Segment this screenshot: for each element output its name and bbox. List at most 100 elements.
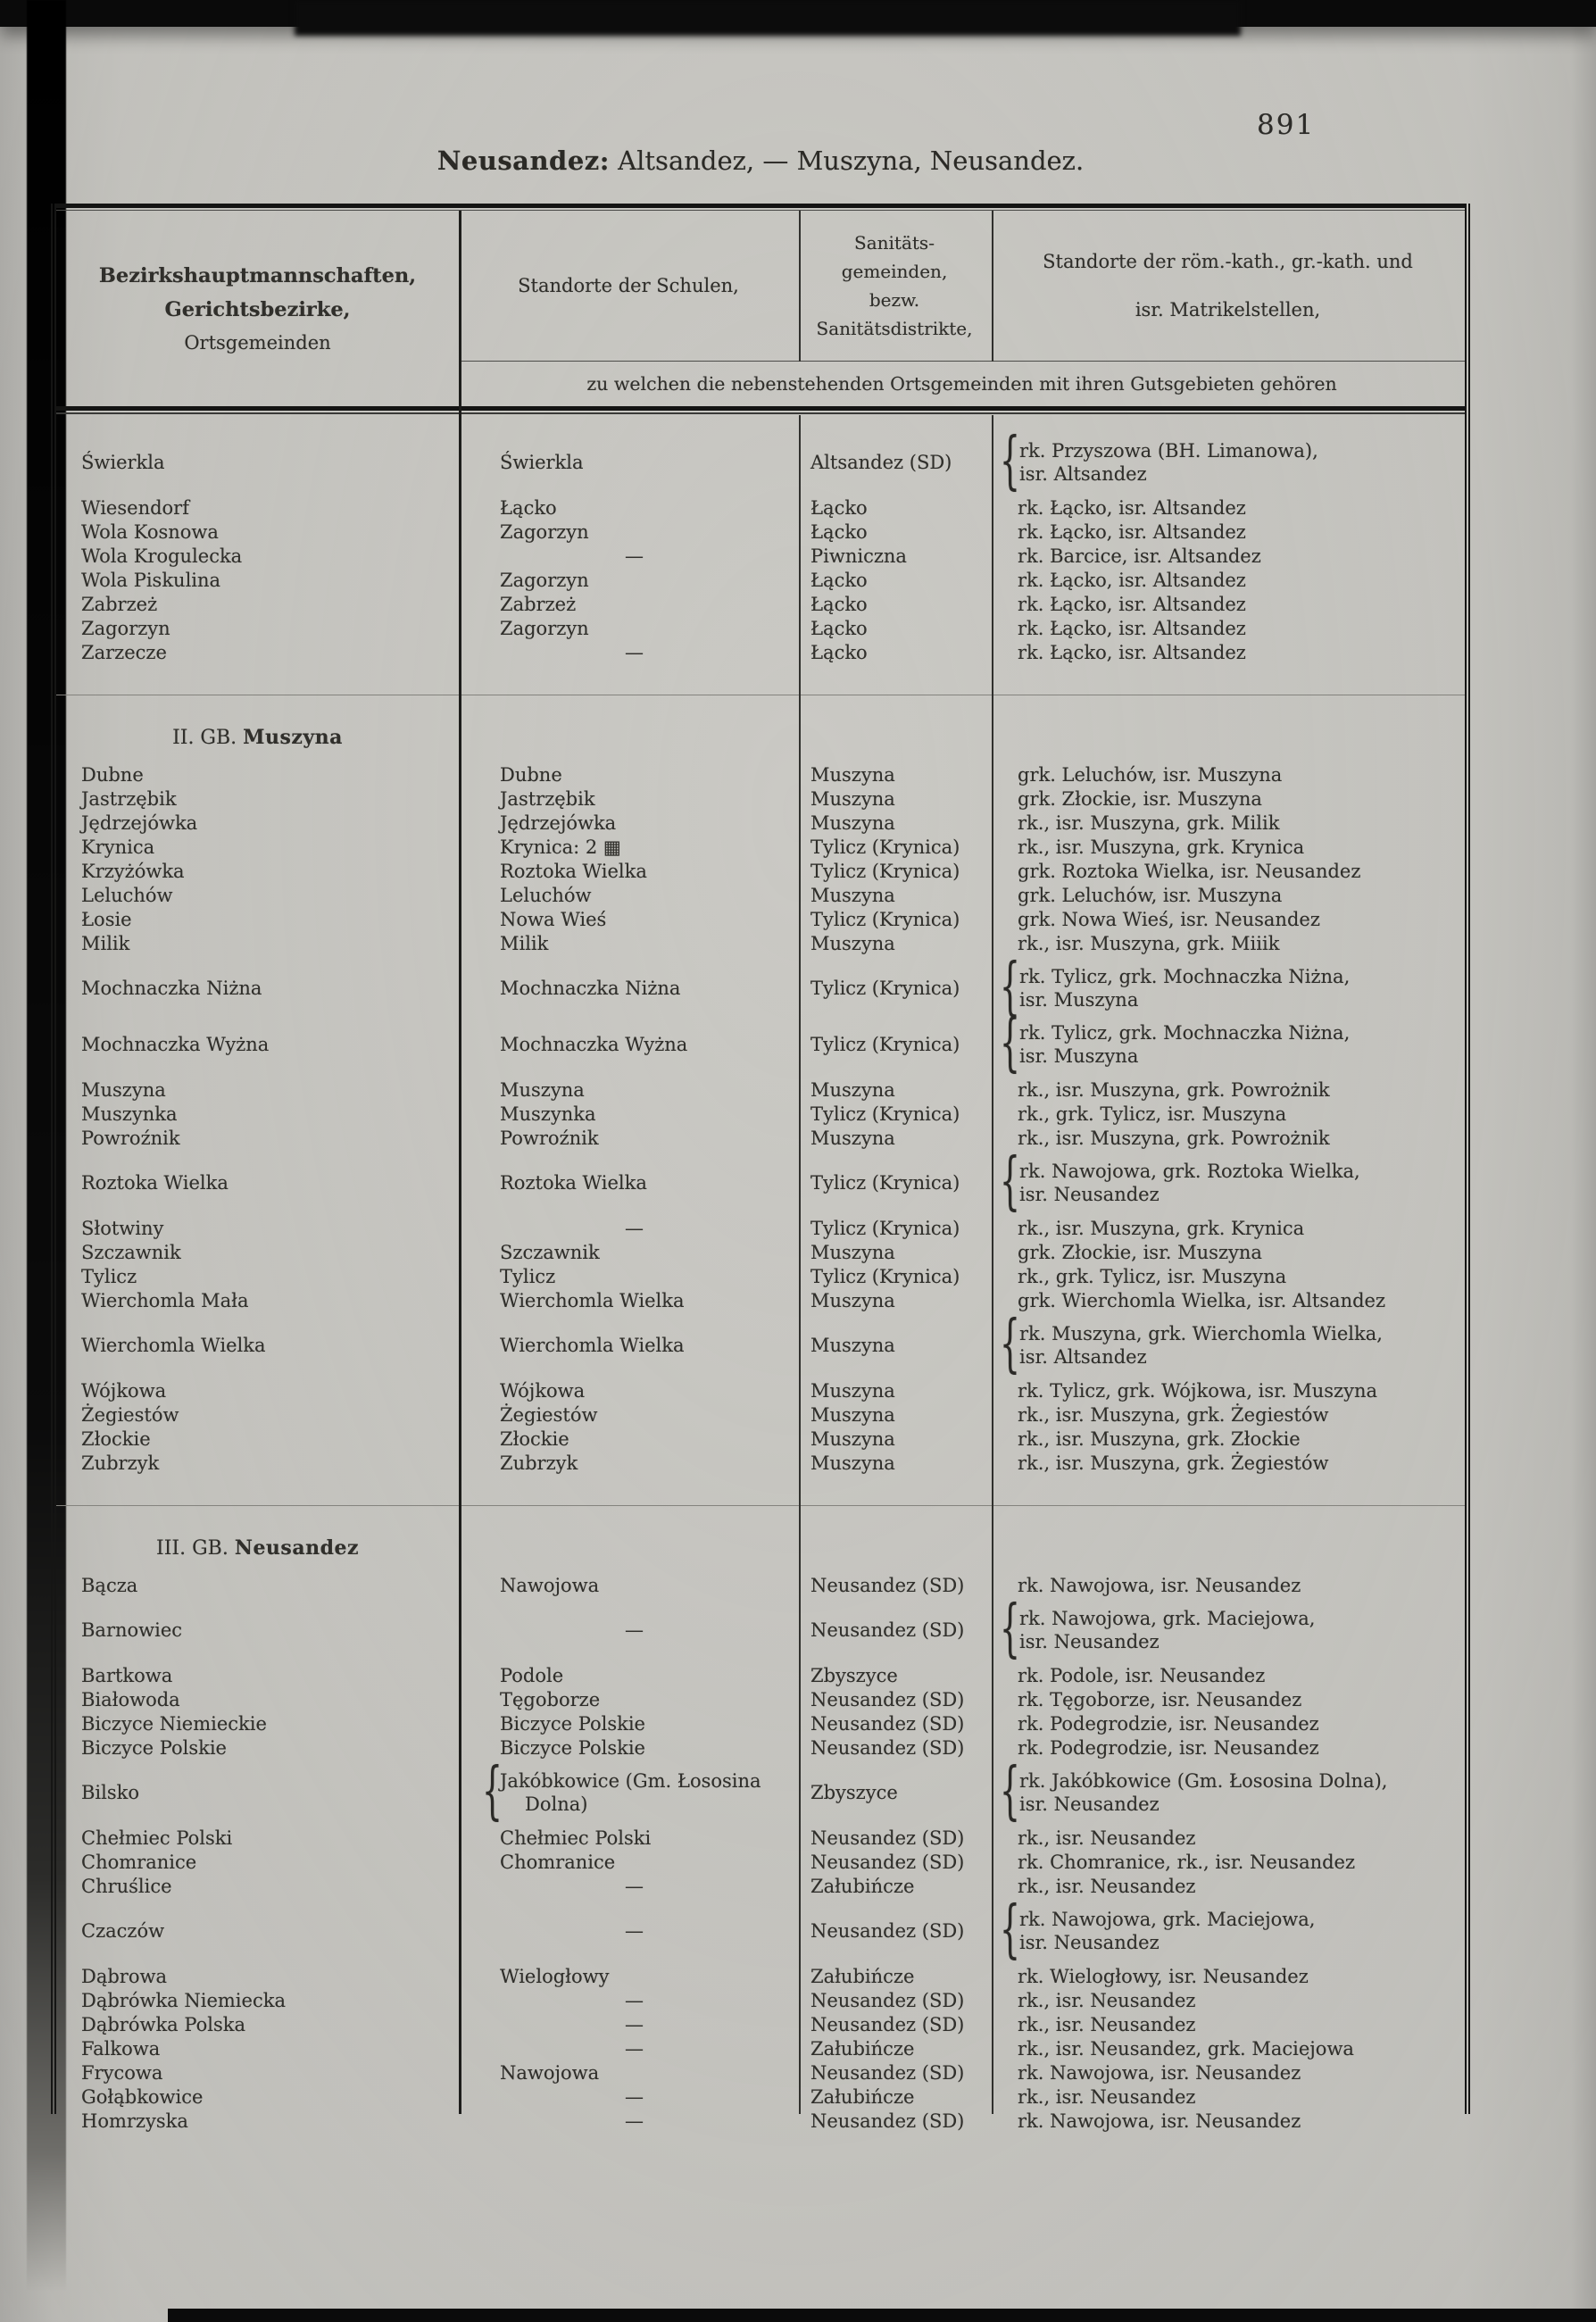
schule-cell: —	[625, 1989, 644, 2011]
ortsgemeinde-cell: Wierchomla Wielka	[81, 1335, 266, 1356]
matrikelstellen-cell-line2: isr. Neusandez	[1019, 1631, 1160, 1652]
matrikelstellen-cell: rk., isr. Neusandez	[1018, 2085, 1196, 2108]
section-1: Świerkla Świerkla Altsandez (SD) {rk. Przys…	[56, 414, 1465, 695]
ortsgemeinde-cell: Łosie	[81, 908, 132, 930]
sanitaetsgemeinde-cell: Łącko	[810, 593, 868, 615]
ortsgemeinde-cell: Bilsko	[81, 1782, 140, 1803]
table-row: Barnowiec — Neusandez (SD) {rk. Nawojowa, g…	[56, 1598, 1465, 1660]
matrikelstellen-cell: rk. Łącko, isr. Altsandez	[1018, 569, 1246, 591]
header-inner-rule	[459, 361, 1465, 362]
sanitaetsgemeinde-cell: Załubińcze	[810, 1965, 915, 1987]
header-sanitaets-line2: gemeinden,	[841, 261, 948, 282]
sanitaetsgemeinde-cell: Muszyna	[810, 1289, 895, 1311]
matrikelstellen-cell: grk. Roztoka Wielka, isr. Neusandez	[1018, 860, 1361, 882]
ortsgemeinde-cell: Dubne	[81, 763, 144, 786]
table-row: Falkowa — Załubińcze rk., isr. Neusandez, g…	[56, 2036, 1465, 2060]
ortsgemeinde-cell: Wola Krogulecka	[81, 545, 243, 567]
scan-edge-bottom	[168, 2309, 1596, 2322]
matrikelstellen-cell: rk. Nawojowa, isr. Neusandez	[1018, 1574, 1301, 1596]
sanitaetsgemeinde-cell: Tylicz (Krynica)	[810, 1172, 960, 1194]
table-row: Świerkla Świerkla Altsandez (SD) {rk. Przys…	[56, 426, 1465, 497]
section-heading-prefix: II. GB.	[172, 727, 244, 749]
sanitaetsgemeinde-cell: Muszyna	[810, 811, 895, 834]
table-row: Chruślice — Załubińcze rk., isr. Neusandez	[56, 1874, 1465, 1898]
ortsgemeinde-cell: Powroźnik	[81, 1127, 180, 1149]
matrikelstellen-cell: grk. Nowa Wieś, isr. Neusandez	[1018, 908, 1320, 930]
section-heading-name: Neusandez	[234, 1536, 359, 1560]
matrikelstellen-cell: rk., isr. Neusandez	[1018, 1827, 1196, 1849]
schule-cell: Wójkowa	[500, 1379, 586, 1402]
table-row: Żegiestów Żegiestów Muszyna rk., isr. Muszy…	[56, 1402, 1465, 1427]
matrikelstellen-cell: rk. Podegrodzie, isr. Neusandez	[1018, 1712, 1319, 1735]
schule-cell: Szczawnik	[500, 1241, 600, 1263]
schule-cell: Muszynka	[500, 1103, 596, 1125]
brace-mark: {	[1000, 426, 1020, 497]
ortsgemeinde-cell: Frycowa	[81, 2061, 163, 2084]
scan-edge-top-bulge	[295, 0, 1241, 36]
brace-mark: {	[1000, 1146, 1020, 1218]
sanitaetsgemeinde-cell: Łącko	[810, 520, 868, 543]
header-sanitaets-line1: Sanitäts-	[854, 232, 935, 254]
ortsgemeinde-cell: Bącza	[81, 1574, 138, 1596]
table-row: Wola Kosnowa Zagorzyn Łącko rk. Łącko, isr.…	[56, 520, 1465, 544]
table-row: Dąbrówka Polska — Neusandez (SD) rk., isr. …	[56, 2012, 1465, 2036]
ortsgemeinde-cell: Krynica	[81, 836, 155, 858]
ortsgemeinde-cell: Świerkla	[81, 452, 165, 473]
ortsgemeinde-cell: Chruślice	[81, 1875, 172, 1897]
table-row: Bartkowa Podole Zbyszyce rk. Podole, isr. N…	[56, 1663, 1465, 1687]
ortsgemeinde-cell: Czaczów	[81, 1920, 165, 1942]
matrikelstellen-cell-line2: isr. Altsandez	[1019, 463, 1147, 485]
matrikelstellen-cell: rk. Barcice, isr. Altsandez	[1018, 545, 1261, 567]
sanitaetsgemeinde-cell: Neusandez (SD)	[810, 2110, 965, 2132]
brace-mark: {	[1000, 1309, 1020, 1380]
header-bottom-rule-thin	[56, 412, 1465, 414]
matrikelstellen-cell: {rk. Jakóbkowice (Gm. Łososina Dolna), is…	[991, 1760, 1465, 1823]
header-schulen-label: Standorte der Schulen,	[518, 275, 739, 296]
sanitaetsgemeinde-cell: Tylicz (Krynica)	[810, 908, 960, 930]
table-row: Dąbrówka Niemiecka — Neusandez (SD) rk., is…	[56, 1988, 1465, 2012]
matrikelstellen-cell-line1: rk. Przyszowa (BH. Limanowa),	[1019, 440, 1318, 462]
schule-cell: —	[625, 1619, 644, 1641]
ortsgemeinde-cell: Wójkowa	[81, 1379, 167, 1402]
sanitaetsgemeinde-cell: Łącko	[810, 569, 868, 591]
table-row: Leluchów Leluchów Muszyna grk. Leluchów, is…	[56, 883, 1465, 907]
brace-mark: {	[1000, 1008, 1020, 1079]
sanitaetsgemeinde-cell: Załubińcze	[810, 2085, 915, 2108]
ortsgemeinde-cell: Wola Piskulina	[81, 569, 221, 591]
table-row: Chomranice Chomranice Neusandez (SD) rk. Ch…	[56, 1850, 1465, 1874]
matrikelstellen-cell: {rk. Tylicz, grk. Mochnaczka Niżna, isr. …	[991, 1008, 1465, 1079]
sanitaetsgemeinde-cell: Neusandez (SD)	[810, 1920, 965, 1942]
ortsgemeinde-cell: Szczawnik	[81, 1241, 181, 1263]
sanitaetsgemeinde-cell: Tylicz (Krynica)	[810, 1265, 960, 1287]
sanitaetsgemeinde-cell: Muszyna	[810, 763, 895, 786]
table-header: Bezirkshauptmannschaften, Gerichtsbezirk…	[56, 211, 1465, 406]
matrikelstellen-cell: rk., isr. Muszyna, grk. Żegiestów	[1018, 1452, 1329, 1474]
ortsgemeinde-cell: Krzyżówka	[81, 860, 185, 882]
schule-cell: Chomranice	[500, 1851, 616, 1873]
matrikelstellen-cell: rk., isr. Neusandez	[1018, 1989, 1196, 2011]
page-title-rest: Altsandez, — Muszyna, Neusandez.	[609, 146, 1085, 176]
matrikelstellen-cell: rk., isr. Muszyna, grk. Krynica	[1018, 1217, 1305, 1239]
schule-cell: Biczyce Polskie	[500, 1712, 645, 1735]
ortsgemeinde-cell: Wiesendorf	[81, 496, 189, 519]
schule-cell: —	[625, 2013, 644, 2035]
brace-mark: {	[482, 1756, 503, 1827]
table-row: Zagorzyn Zagorzyn Łącko rk. Łącko, isr. Alt…	[56, 616, 1465, 640]
matrikelstellen-cell: rk. Podole, isr. Neusandez	[1018, 1664, 1266, 1686]
section-heading: III. GB. Neusandez	[56, 1531, 459, 1573]
schule-cell: Zagorzyn	[500, 569, 589, 591]
table-row: Dubne Dubne Muszyna grk. Leluchów, isr. Mus…	[56, 762, 1465, 786]
matrikelstellen-cell: rk., isr. Muszyna, grk. Miiik	[1018, 932, 1280, 954]
sanitaetsgemeinde-cell: Muszyna	[810, 1379, 895, 1402]
matrikelstellen-cell: rk., isr. Muszyna, grk. Złockie	[1018, 1427, 1301, 1450]
ortsgemeinde-cell: Słotwiny	[81, 1217, 164, 1239]
divider-col1-col2	[459, 211, 461, 2114]
schule-cell: —	[625, 545, 644, 567]
matrikelstellen-cell-line2: isr. Neusandez	[1019, 1932, 1160, 1953]
table-row: Muszynka Muszynka Tylicz (Krynica) rk., grk…	[56, 1102, 1465, 1126]
matrikelstellen-cell-line2: isr. Neusandez	[1019, 1184, 1160, 1205]
schule-cell: Milik	[500, 932, 549, 954]
divider-col2-col3-header	[799, 211, 801, 362]
header-line-gerichtsbezirke: Gerichtsbezirke,	[164, 297, 351, 321]
matrikelstellen-cell: rk. Łącko, isr. Altsandez	[1018, 520, 1246, 543]
